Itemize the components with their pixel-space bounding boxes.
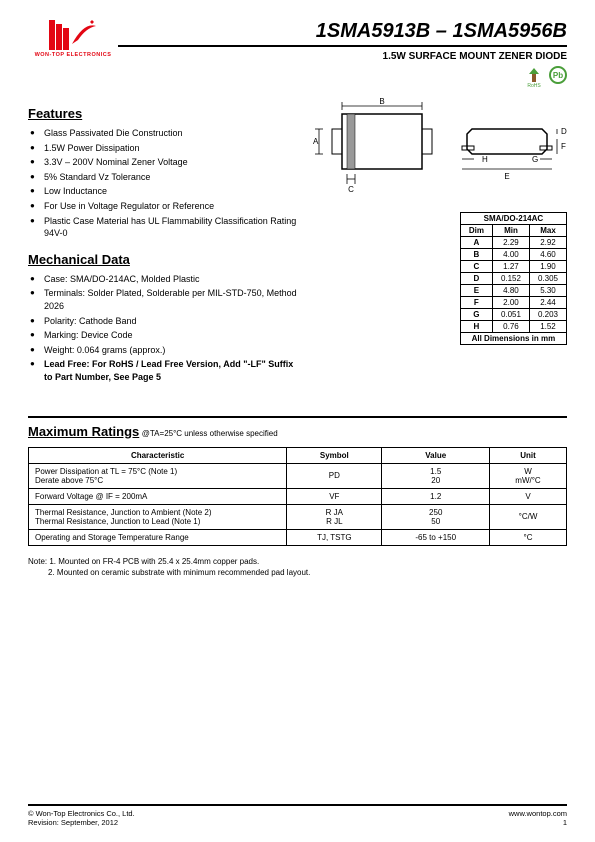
mechanical-item: Case: SMA/DO-214AC, Molded Plastic xyxy=(28,273,297,286)
features-list: Glass Passivated Die Construction 1.5W Po… xyxy=(28,127,297,240)
svg-text:C: C xyxy=(348,185,354,194)
package-diagram: B A C D F E H G xyxy=(307,94,567,204)
dim-row: E4.805.30 xyxy=(460,285,566,297)
mechanical-item: Polarity: Cathode Band xyxy=(28,315,297,328)
note-item: 1. Mounted on FR-4 PCB with 25.4 x 25.4m… xyxy=(49,557,259,566)
dim-row: F2.002.44 xyxy=(460,297,566,309)
svg-text:E: E xyxy=(504,172,509,181)
page-footer: © Won-Top Electronics Co., Ltd. Revision… xyxy=(28,804,567,827)
feature-item: 5% Standard Vz Tolerance xyxy=(28,171,297,184)
svg-text:RoHS: RoHS xyxy=(527,83,541,88)
company-logo xyxy=(49,20,98,50)
dim-col-header: Dim xyxy=(460,225,492,237)
dim-col-header: Max xyxy=(529,225,566,237)
logo-text: WON-TOP ELECTRONICS xyxy=(35,52,112,58)
note-item: 2. Mounted on ceramic substrate with min… xyxy=(48,568,310,577)
ratings-section: Maximum Ratings @TA=25°C unless otherwis… xyxy=(28,416,567,578)
copyright-text: © Won-Top Electronics Co., Ltd. xyxy=(28,809,135,818)
ratings-col-header: Characteristic xyxy=(29,447,287,463)
feature-item: Glass Passivated Die Construction xyxy=(28,127,297,140)
feature-item: Plastic Case Material has UL Flammabilit… xyxy=(28,215,297,240)
title-area: 1SMA5913B – 1SMA5956B 1.5W SURFACE MOUNT… xyxy=(118,20,567,88)
mechanical-list: Case: SMA/DO-214AC, Molded PlasticTermin… xyxy=(28,273,297,384)
dim-table-header: SMA/DO-214AC xyxy=(460,213,566,225)
ratings-col-header: Unit xyxy=(490,447,567,463)
ratings-heading: Maximum Ratings xyxy=(28,424,139,439)
website-url: www.wontop.com xyxy=(509,809,567,818)
mechanical-item: Weight: 0.064 grams (approx.) xyxy=(28,344,297,357)
svg-text:H: H xyxy=(482,155,488,164)
ratings-row: Thermal Resistance, Junction to Ambient … xyxy=(29,504,567,529)
logo-swoosh-icon xyxy=(70,20,98,48)
part-number-title: 1SMA5913B – 1SMA5956B xyxy=(118,20,567,47)
compliance-badges: RoHS Pb xyxy=(118,66,567,88)
page-number: 1 xyxy=(509,818,567,827)
ratings-row: Operating and Storage Temperature RangeT… xyxy=(29,529,567,545)
page-header: WON-TOP ELECTRONICS 1SMA5913B – 1SMA5956… xyxy=(28,20,567,88)
pb-free-icon: Pb xyxy=(549,66,567,84)
feature-item: 1.5W Power Dissipation xyxy=(28,142,297,155)
feature-item: 3.3V – 200V Nominal Zener Voltage xyxy=(28,156,297,169)
ratings-row: Forward Voltage @ IF = 200mAVF1.2V xyxy=(29,488,567,504)
feature-item: Low Inductance xyxy=(28,185,297,198)
ratings-subtitle: @TA=25°C unless otherwise specified xyxy=(142,429,278,438)
dim-row: A2.292.92 xyxy=(460,237,566,249)
ratings-col-header: Value xyxy=(382,447,490,463)
mechanical-item: Marking: Device Code xyxy=(28,329,297,342)
mechanical-heading: Mechanical Data xyxy=(28,252,297,267)
dim-row: C1.271.90 xyxy=(460,261,566,273)
dim-row: D0.1520.305 xyxy=(460,273,566,285)
main-content: Features Glass Passivated Die Constructi… xyxy=(28,94,567,386)
svg-text:A: A xyxy=(313,137,319,146)
notes-section: Note: 1. Mounted on FR-4 PCB with 25.4 x… xyxy=(28,556,567,578)
mechanical-item: Terminals: Solder Plated, Solderable per… xyxy=(28,287,297,312)
dim-table-footer: All Dimensions in mm xyxy=(460,333,566,345)
dimension-table: SMA/DO-214AC DimMinMax A2.292.92B4.004.6… xyxy=(460,212,567,345)
dim-col-header: Min xyxy=(492,225,529,237)
svg-text:G: G xyxy=(532,155,538,164)
dim-row: G0.0510.203 xyxy=(460,309,566,321)
svg-text:B: B xyxy=(379,97,384,106)
ratings-col-header: Symbol xyxy=(287,447,382,463)
dim-row: H0.761.52 xyxy=(460,321,566,333)
svg-text:D: D xyxy=(561,127,567,136)
ratings-row: Power Dissipation at TL = 75°C (Note 1) … xyxy=(29,463,567,488)
svg-text:F: F xyxy=(561,142,566,151)
features-heading: Features xyxy=(28,106,297,121)
revision-text: Revision: September, 2012 xyxy=(28,818,135,827)
mechanical-item: Lead Free: For RoHS / Lead Free Version,… xyxy=(28,358,297,383)
notes-label: Note: xyxy=(28,557,49,566)
product-subtitle: 1.5W SURFACE MOUNT ZENER DIODE xyxy=(118,51,567,62)
feature-item: For Use in Voltage Regulator or Referenc… xyxy=(28,200,297,213)
ratings-table: CharacteristicSymbolValueUnit Power Diss… xyxy=(28,447,567,546)
dim-row: B4.004.60 xyxy=(460,249,566,261)
rohs-icon: RoHS xyxy=(523,66,545,88)
logo-area: WON-TOP ELECTRONICS xyxy=(28,20,118,58)
